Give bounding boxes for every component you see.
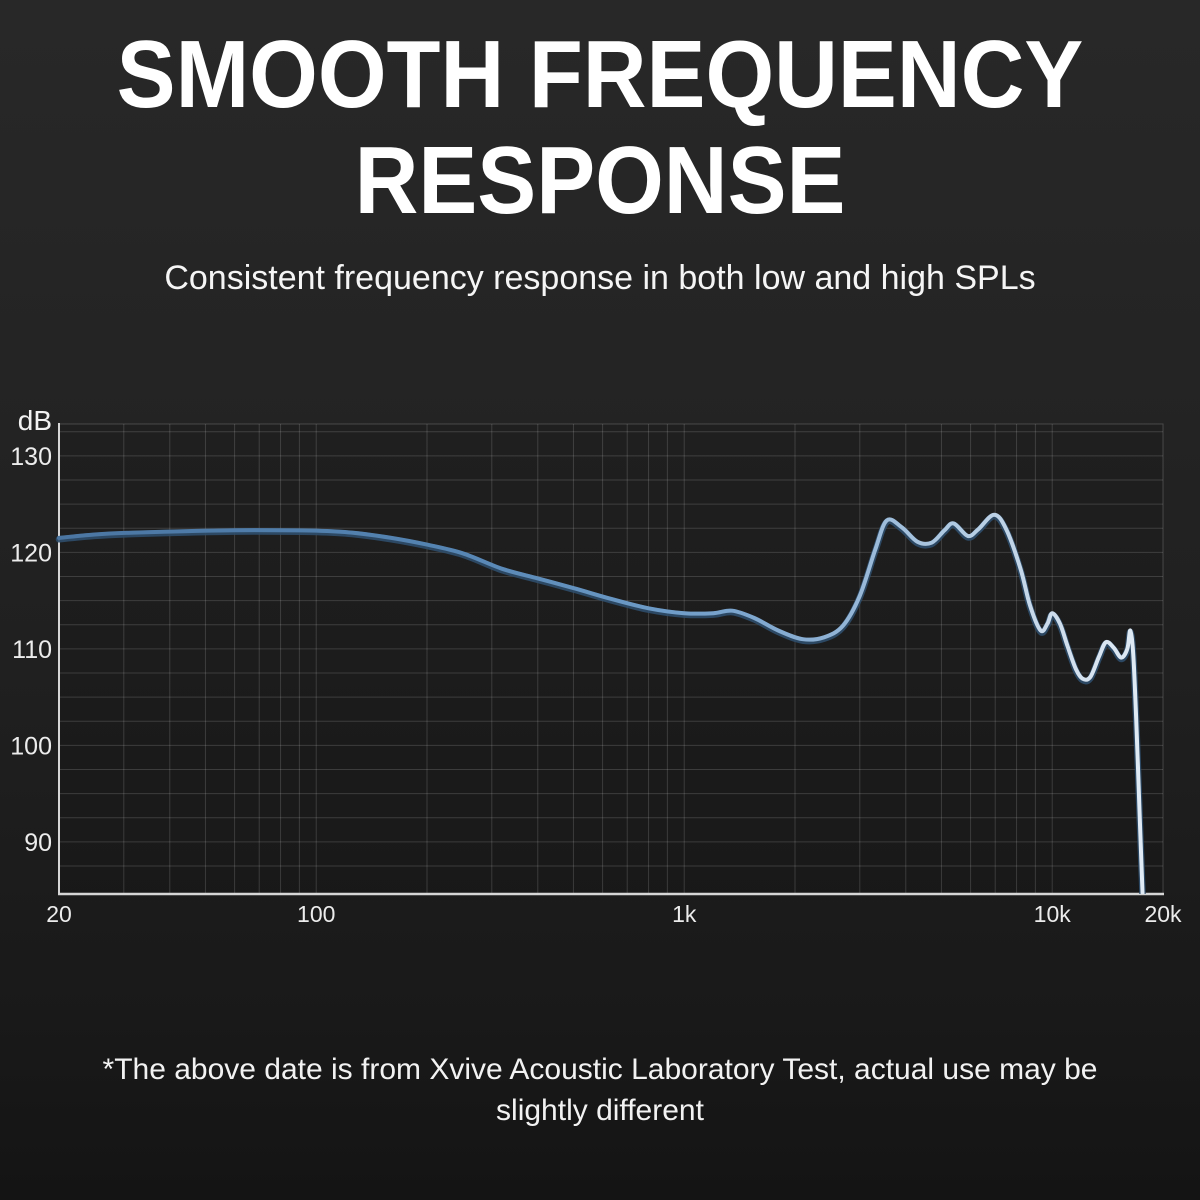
- x-axis-tick-label: 10k: [1034, 901, 1072, 927]
- x-axis-tick-label: 20k: [1144, 901, 1182, 927]
- response-curve: [57, 512, 1145, 894]
- chart-canvas: dB 130 120 110 100 90 20 100 1k 10k 20k: [10, 405, 1182, 927]
- x-axis-tick-label: 1k: [672, 901, 697, 927]
- y-axis-tick-label: 90: [24, 829, 52, 857]
- plot-area: [59, 424, 1163, 894]
- y-axis-tick-label: 130: [10, 443, 52, 471]
- page-subtitle: Consistent frequency response in both lo…: [164, 259, 1036, 297]
- x-axis-tick-label: 100: [297, 901, 335, 927]
- page-title: SMOOTH FREQUENCY RESPONSE: [116, 21, 1084, 234]
- y-axis-tick-label: 100: [10, 732, 52, 760]
- y-axis-unit-label: dB: [18, 405, 52, 436]
- footnote: *The above date is from Xvive Acoustic L…: [0, 1049, 1200, 1131]
- y-axis-tick-label: 110: [12, 636, 52, 664]
- footnote-line2: slightly different: [496, 1094, 704, 1127]
- footnote-line1: *The above date is from Xvive Acoustic L…: [102, 1053, 1098, 1086]
- frequency-response-chart: dB 130 120 110 100 90 20 100 1k 10k 20k: [0, 390, 1200, 950]
- x-axis-tick-label: 20: [46, 901, 72, 927]
- y-axis-tick-label: 120: [10, 539, 52, 567]
